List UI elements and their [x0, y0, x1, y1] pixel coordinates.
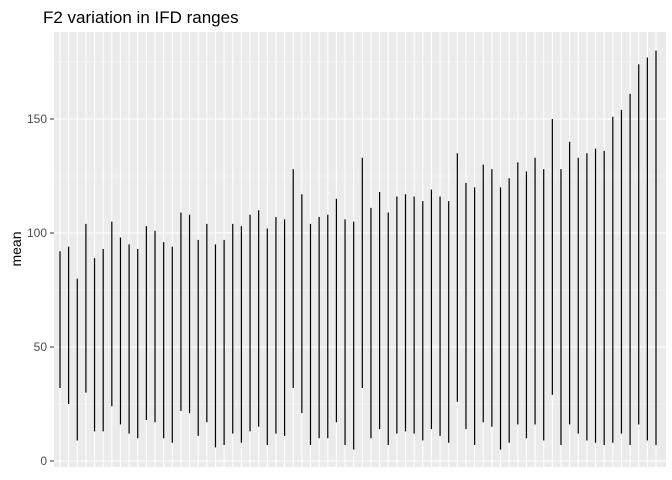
minor-gridlines — [54, 61, 666, 405]
y-tick-label: 0 — [40, 454, 47, 468]
y-axis-title: mean — [8, 231, 24, 266]
y-tick-label: 150 — [27, 112, 47, 126]
y-tick-label: 100 — [27, 226, 47, 240]
y-tick-label: 50 — [34, 340, 48, 354]
plot-panel — [54, 32, 666, 467]
range-segments — [59, 50, 657, 450]
chart-title: F2 variation in IFD ranges — [43, 8, 239, 27]
y-axis: 0 50 100 150 — [27, 112, 54, 468]
